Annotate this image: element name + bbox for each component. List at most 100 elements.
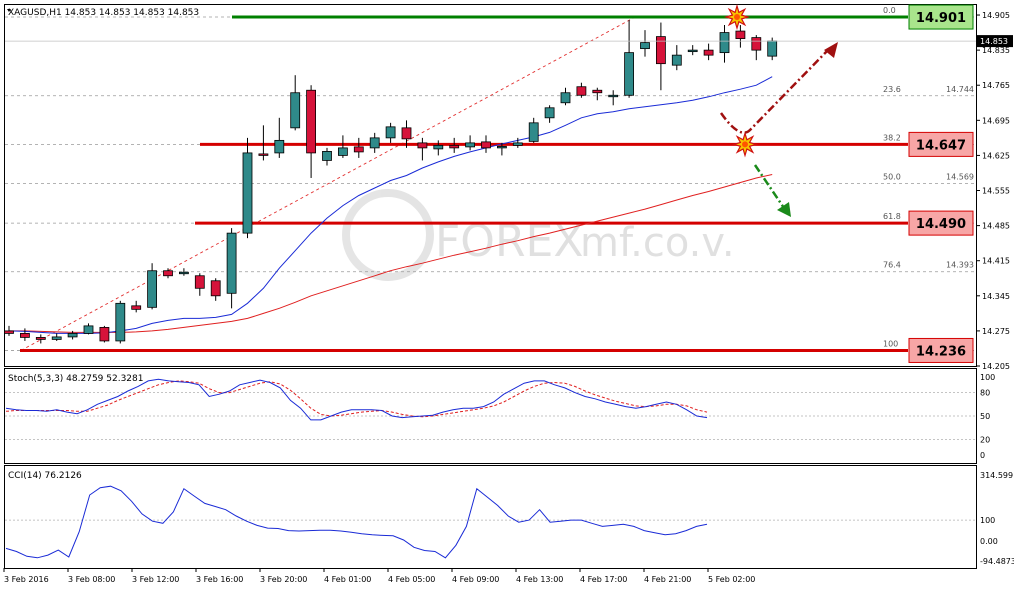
- candle-body: [751, 37, 762, 51]
- stoch-tick-label: 0: [980, 451, 985, 460]
- fib-price-label: 14.569: [946, 172, 974, 181]
- stoch-tick-label: 50: [980, 412, 990, 421]
- time-tick-label: 4 Feb 21:00: [644, 575, 691, 584]
- level-price-box: [908, 4, 974, 30]
- fib-trendline: [20, 16, 636, 351]
- candle-body: [83, 325, 94, 334]
- cci-line: [5, 485, 708, 559]
- arrow-down-head-icon: [777, 202, 791, 217]
- candle-body: [687, 49, 698, 53]
- stoch-header: Stoch(5,3,3) 48.2759 52.3281: [8, 374, 143, 384]
- candle-body: [353, 146, 364, 153]
- candle-body: [4, 330, 14, 334]
- watermark-suffix: mf.co.v.: [580, 220, 735, 266]
- cci-header: CCI(14) 76.2126: [8, 471, 82, 481]
- price-tick-label: 14.555: [982, 187, 1010, 196]
- candle-body: [194, 275, 205, 289]
- candle-body: [210, 280, 221, 297]
- candle-body: [19, 333, 30, 338]
- price-tick-label: 14.905: [982, 11, 1010, 20]
- price-tick-label: 14.835: [982, 46, 1010, 55]
- fast-moving-average-line: [8, 76, 773, 334]
- level-price-label: 14.901: [916, 11, 966, 26]
- slow-moving-average-line: [9, 174, 773, 333]
- candle-body: [576, 86, 587, 96]
- fib-ratio-label: 76.4: [883, 261, 901, 270]
- candle-body: [592, 89, 603, 94]
- candle-body: [703, 49, 714, 56]
- time-tick-label: 3 Feb 12:00: [132, 575, 179, 584]
- candle-body: [322, 151, 332, 161]
- arrow-up-head-icon: [824, 42, 838, 58]
- candle-body: [560, 92, 571, 104]
- candle-body: [369, 137, 380, 149]
- time-tick-label: 3 Feb 20:00: [260, 575, 307, 584]
- stoch-tick-label: 20: [980, 435, 990, 444]
- level-price-box: [908, 337, 974, 363]
- candle-body: [465, 142, 476, 148]
- main-panel[interactable]: [4, 4, 977, 367]
- time-tick-label: 3 Feb 2016: [4, 575, 49, 584]
- price-tick-label: 14.275: [982, 327, 1010, 336]
- candle-body: [417, 142, 428, 149]
- time-tick-label: 4 Feb 05:00: [388, 575, 435, 584]
- candle-body: [528, 122, 539, 142]
- candle-body: [544, 107, 555, 119]
- level-price-label: 14.490: [916, 217, 966, 232]
- stoch-panel[interactable]: [4, 368, 977, 464]
- candle-body: [178, 271, 189, 275]
- candle-body: [131, 305, 142, 310]
- chart-menu-icon[interactable]: [7, 9, 11, 12]
- candle-body: [735, 30, 746, 39]
- price-tick-label: 14.415: [982, 257, 1010, 266]
- current-price-box: [977, 35, 1013, 48]
- stoch-tick-label: 100: [980, 373, 995, 382]
- candle-body: [401, 127, 412, 140]
- main-header: XAGUSD,H1 14.853 14.853 14.853 14.853: [8, 8, 199, 18]
- fib-price-label: 14.744: [946, 85, 974, 94]
- level-price-label: 14.236: [916, 344, 966, 359]
- cci-panel[interactable]: [4, 465, 977, 569]
- price-tick-label: 14.695: [982, 116, 1010, 125]
- candle-body: [608, 94, 619, 98]
- time-tick-label: 4 Feb 17:00: [580, 575, 627, 584]
- candle-body: [624, 52, 634, 96]
- candle-body: [481, 141, 491, 149]
- candle-body: [51, 336, 62, 340]
- explosion-core: [742, 141, 748, 148]
- cci-tick-label: 100: [980, 516, 995, 525]
- fib-ratio-label: 23.6: [883, 85, 901, 94]
- bullish-projection-arrow: [719, 47, 831, 134]
- cci-tick-label: -94.4873: [980, 557, 1014, 566]
- candle-body: [337, 147, 348, 156]
- candle-body: [449, 144, 460, 149]
- bearish-projection-arrow: [753, 164, 786, 209]
- candle-body: [767, 40, 778, 57]
- level-price-box: [908, 210, 974, 236]
- time-tick-label: 3 Feb 16:00: [196, 575, 243, 584]
- fib-ratio-label: 61.8: [883, 212, 901, 221]
- level-price-label: 14.647: [916, 138, 966, 153]
- time-tick-label: 5 Feb 02:00: [708, 575, 755, 584]
- stoch-signal-line: [5, 380, 708, 418]
- stoch-tick-label: 80: [980, 389, 990, 398]
- candle-body: [147, 270, 158, 308]
- candle-body: [99, 326, 110, 342]
- fib-ratio-label: 50.0: [883, 172, 901, 181]
- fib-ratio-label: 38.2: [883, 133, 901, 142]
- candle-body: [385, 126, 396, 139]
- fib-price-label: 14.393: [946, 261, 974, 270]
- candle-body: [656, 36, 666, 65]
- candle-body: [274, 139, 285, 154]
- time-tick-label: 4 Feb 09:00: [452, 575, 499, 584]
- candle-body: [163, 270, 173, 277]
- price-tick-label: 14.345: [982, 292, 1010, 301]
- candle-body: [35, 337, 46, 340]
- explosion-core: [734, 14, 740, 21]
- candle-body: [258, 153, 269, 156]
- candle-body: [290, 92, 301, 129]
- price-tick-label: 14.485: [982, 222, 1010, 231]
- fib-ratio-label: 100: [883, 339, 898, 348]
- candle-body: [433, 144, 444, 150]
